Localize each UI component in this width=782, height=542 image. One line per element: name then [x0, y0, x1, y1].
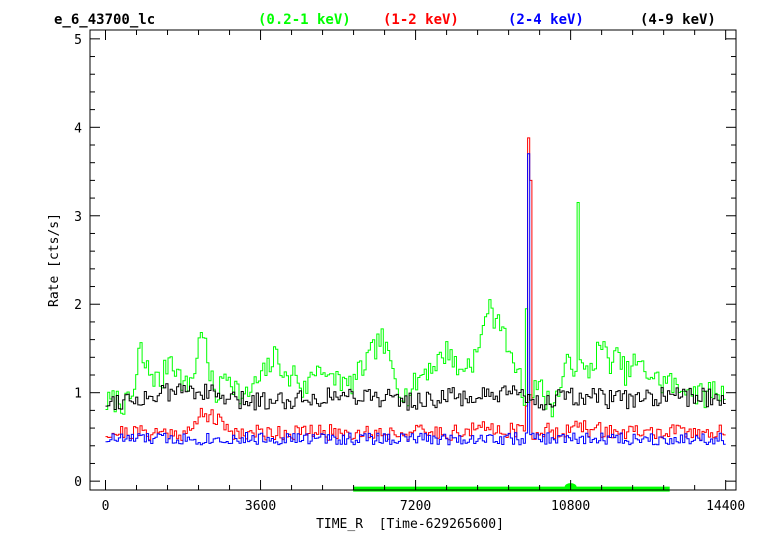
- y-tick-label: 3: [74, 210, 82, 225]
- x-tick-label: 0: [102, 499, 110, 514]
- legend-series-0: (0.2-1 keV): [258, 12, 351, 28]
- y-tick-label: 1: [74, 387, 82, 402]
- legend-series-1: (1-2 keV): [383, 12, 459, 28]
- series-line-1: [105, 137, 726, 441]
- y-tick-label: 5: [74, 33, 82, 48]
- axis-tick-labels: 0 3600 7200 10800 14400 0 1 2 3 4 5: [74, 33, 745, 514]
- plot-series-group: [105, 137, 726, 446]
- axis-ticks: [90, 30, 736, 490]
- x-axis-label: TIME_R [Time-629265600]: [316, 517, 504, 532]
- x-tick-label: 3600: [245, 499, 276, 514]
- series-line-3: [105, 383, 726, 411]
- x-tick-label: 14400: [706, 499, 745, 514]
- y-tick-label: 2: [74, 298, 82, 313]
- y-tick-label: 0: [74, 475, 82, 490]
- x-tick-label: 7200: [400, 499, 431, 514]
- plot-frame: [89, 29, 737, 491]
- x-tick-label: 10800: [551, 499, 590, 514]
- y-tick-label: 4: [74, 121, 82, 136]
- series-line-0: [105, 202, 726, 418]
- y-axis-label: Rate [cts/s]: [47, 213, 62, 307]
- chart-title: e_6_43700_lc: [54, 12, 155, 28]
- legend-series-2: (2-4 keV): [508, 12, 584, 28]
- legend-series-3: (4-9 keV): [640, 12, 716, 28]
- series-line-2: [105, 153, 726, 446]
